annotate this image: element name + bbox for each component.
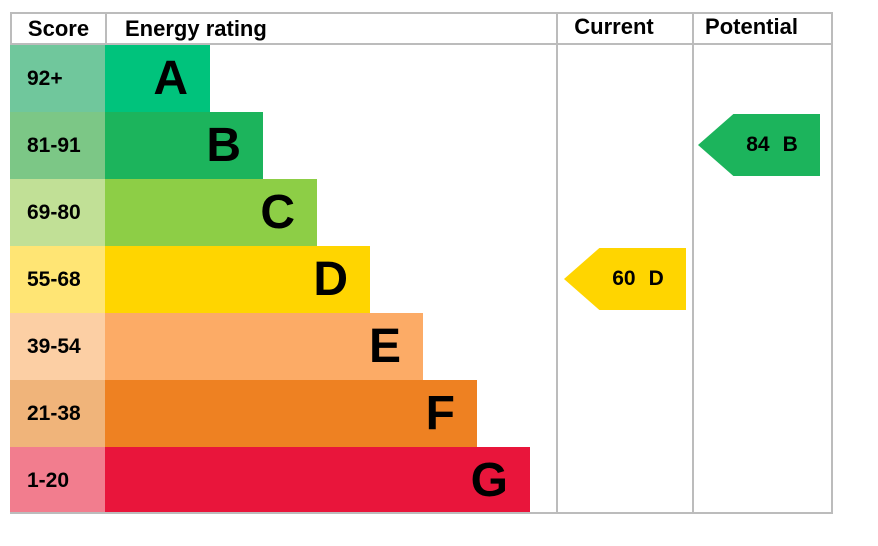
band-score-range: 39-54: [10, 313, 105, 380]
potential-rating-band: B: [782, 133, 798, 156]
band-row-g: 1-20 G: [10, 447, 556, 514]
band-bar-f: F: [105, 380, 477, 447]
band-letter: F: [425, 386, 455, 440]
band-bar-d: D: [105, 246, 370, 313]
band-row-e: 39-54 E: [10, 313, 556, 380]
band-bar-a: A: [105, 45, 210, 112]
band-rows: 92+ A 81-91 B 69-80 C 55-68 D 39-54: [10, 45, 556, 514]
band-bar-g: G: [105, 447, 530, 514]
energy-rating-column-header: Energy rating: [125, 15, 267, 41]
band-letter: E: [368, 319, 401, 373]
band-letter: C: [260, 185, 295, 239]
current-rating-band: D: [648, 267, 664, 290]
bottom-border: [10, 512, 833, 514]
table-header: Score Energy rating: [10, 12, 831, 45]
band-row-b: 81-91 B: [10, 112, 556, 179]
band-score-range: 81-91: [10, 112, 105, 179]
band-bar-b: B: [105, 112, 263, 179]
potential-column-header: Potential: [705, 13, 798, 39]
band-row-c: 69-80 C: [10, 179, 556, 246]
band-score-range: 69-80: [10, 179, 105, 246]
band-bar-e: E: [105, 313, 423, 380]
potential-rating-score: 84: [746, 133, 770, 156]
band-letter: B: [206, 118, 241, 172]
score-column-header: Score: [12, 14, 107, 43]
band-score-range: 1-20: [10, 447, 105, 514]
band-letter: D: [313, 252, 348, 306]
current-rating-score: 60: [612, 267, 636, 290]
potential-column: [692, 12, 833, 514]
band-bar-c: C: [105, 179, 317, 246]
band-score-range: 21-38: [10, 380, 105, 447]
current-column-header: Current: [574, 13, 654, 39]
band-score-range: 92+: [10, 45, 105, 112]
band-letter: A: [153, 51, 188, 105]
band-row-a: 92+ A: [10, 45, 556, 112]
current-column: [556, 12, 692, 514]
band-row-d: 55-68 D: [10, 246, 556, 313]
band-letter: G: [470, 453, 508, 507]
band-row-f: 21-38 F: [10, 380, 556, 447]
band-score-range: 55-68: [10, 246, 105, 313]
